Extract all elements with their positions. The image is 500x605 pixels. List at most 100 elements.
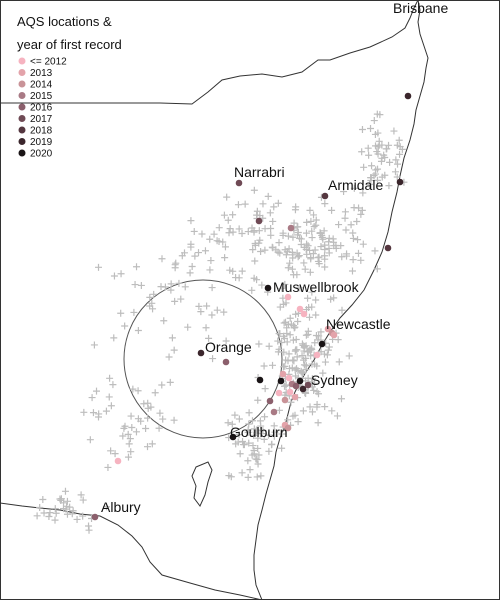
background-site-marker: [282, 251, 290, 259]
aqs-station[interactable]: [270, 408, 278, 416]
background-site-marker: [260, 435, 268, 443]
place-label-narrabri: Narrabri: [234, 164, 285, 180]
background-site-marker: [246, 466, 254, 474]
background-site-marker: [106, 374, 114, 382]
background-site-marker: [325, 343, 333, 351]
aqs-station[interactable]: [285, 374, 293, 382]
background-site-marker: [289, 412, 297, 420]
background-site-marker: [197, 308, 205, 316]
aqs-station[interactable]: [279, 370, 287, 378]
background-site-marker: [292, 310, 300, 318]
background-site-marker: [375, 137, 383, 145]
background-site-marker: [206, 266, 214, 274]
background-site-marker: [307, 217, 315, 225]
aqs-station[interactable]: [222, 358, 230, 366]
background-site-marker: [321, 358, 329, 366]
aqs-station[interactable]: [321, 192, 329, 200]
background-site-marker: [254, 396, 262, 404]
aqs-station[interactable]: [284, 424, 292, 432]
aqs-station[interactable]: [404, 92, 412, 100]
background-site-marker: [295, 252, 303, 260]
background-site-marker: [314, 419, 322, 427]
aqs-station[interactable]: [304, 381, 312, 389]
aqs-station[interactable]: [313, 351, 321, 359]
aqs-station[interactable]: [281, 396, 289, 404]
background-site-marker: [261, 246, 269, 254]
aqs-station[interactable]: [91, 513, 99, 521]
aqs-station[interactable]: [266, 397, 274, 405]
background-site-marker: [302, 342, 310, 350]
legend-swatch: [18, 92, 26, 99]
aqs-station[interactable]: [114, 457, 122, 465]
background-site-marker: [298, 352, 306, 360]
place-label-albury: Albury: [101, 499, 141, 515]
aqs-station[interactable]: [275, 389, 283, 397]
background-site-marker: [396, 150, 404, 158]
background-site-marker: [195, 302, 203, 310]
background-site-marker: [274, 337, 282, 345]
legend-label: 2020: [30, 149, 53, 160]
background-site-marker: [308, 378, 316, 386]
background-site-marker: [46, 509, 54, 517]
aqs-station[interactable]: [299, 385, 307, 393]
background-site-marker: [286, 331, 294, 339]
aqs-station[interactable]: [384, 244, 392, 252]
state-boundary-nsw-vic: [0, 502, 263, 601]
aqs-station[interactable]: [396, 178, 404, 186]
legend-swatch: [18, 138, 26, 145]
background-site-marker: [167, 280, 175, 288]
background-site-marker: [51, 505, 59, 513]
background-site-marker: [255, 340, 263, 348]
aqs-station[interactable]: [286, 388, 294, 396]
aqs-station[interactable]: [296, 305, 304, 313]
background-site-marker: [374, 150, 382, 158]
background-site-marker: [305, 313, 313, 321]
background-site-marker: [348, 267, 356, 275]
background-site-marker: [160, 317, 168, 325]
aqs-station[interactable]: [318, 340, 326, 348]
aqs-station[interactable]: [256, 376, 264, 384]
aqs-station[interactable]: [264, 284, 272, 292]
background-site-marker: [140, 400, 148, 408]
background-site-marker: [386, 158, 394, 166]
aqs-station[interactable]: [292, 382, 300, 390]
background-site-marker: [371, 170, 379, 178]
aqs-station[interactable]: [287, 224, 295, 232]
background-site-marker: [187, 243, 195, 251]
background-site-marker: [165, 353, 173, 361]
aqs-station[interactable]: [324, 325, 332, 333]
aqs-station[interactable]: [296, 377, 304, 385]
background-site-marker: [144, 404, 152, 412]
aqs-station[interactable]: [300, 310, 308, 318]
background-site-marker: [259, 200, 267, 208]
background-site-marker: [235, 415, 243, 423]
background-site-marker: [310, 386, 318, 394]
background-site-marker: [125, 440, 133, 448]
background-site-marker: [110, 272, 118, 280]
background-site-marker: [258, 281, 266, 289]
background-site-marker: [229, 211, 237, 219]
background-site-marker: [301, 265, 309, 273]
background-site-marker: [205, 334, 213, 342]
background-site-marker: [45, 512, 53, 520]
background-site-marker: [121, 422, 129, 430]
background-site-marker: [253, 207, 261, 215]
background-site-marker: [385, 182, 393, 190]
background-site-marker: [168, 334, 176, 342]
background-site-marker: [308, 227, 316, 235]
aqs-station[interactable]: [284, 293, 292, 301]
aqs-station[interactable]: [235, 179, 243, 187]
aqs-station[interactable]: [330, 331, 338, 339]
background-site-marker: [213, 306, 221, 314]
aqs-station[interactable]: [291, 393, 299, 401]
aqs-station[interactable]: [229, 433, 237, 441]
aqs-station[interactable]: [277, 377, 285, 385]
background-site-marker: [293, 365, 301, 373]
place-label-newcastle: Newcastle: [326, 316, 391, 332]
background-site-marker: [238, 469, 246, 477]
aqs-station[interactable]: [255, 217, 263, 225]
background-site-marker: [324, 346, 332, 354]
background-site-marker: [161, 283, 169, 291]
background-site-marker: [312, 311, 320, 319]
aqs-station[interactable]: [197, 349, 205, 357]
